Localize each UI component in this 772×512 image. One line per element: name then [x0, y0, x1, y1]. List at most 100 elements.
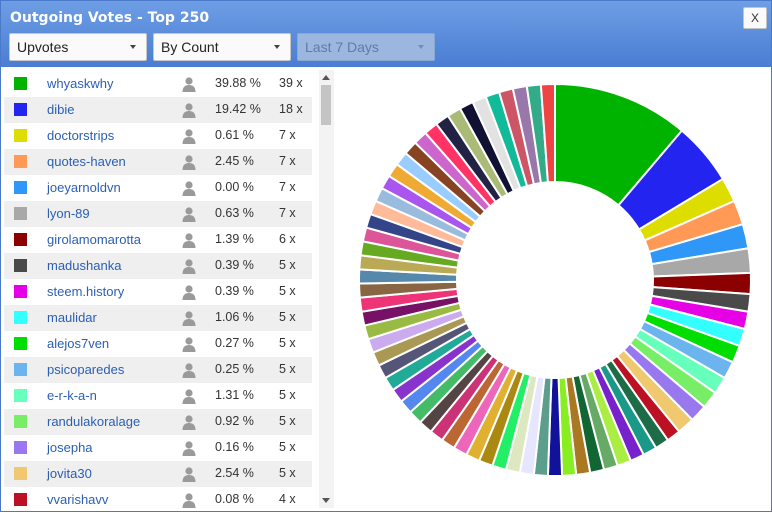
color-swatch	[14, 181, 27, 194]
username-link[interactable]: psicoparedes	[47, 362, 125, 377]
user-icon[interactable]	[181, 206, 197, 222]
scroll-down-arrow-icon[interactable]	[322, 498, 330, 503]
color-swatch	[14, 155, 27, 168]
vote-percent: 19.42 %	[215, 102, 261, 116]
list-item[interactable]: psicoparedes 0.25 % 5 x	[4, 357, 312, 383]
list-item[interactable]: jovita30 2.54 % 5 x	[4, 461, 312, 487]
vote-percent: 1.39 %	[215, 232, 254, 246]
vote-count: 7 x	[279, 128, 296, 142]
username-link[interactable]: jovita30	[47, 466, 92, 481]
color-swatch	[14, 337, 27, 350]
username-link[interactable]: maulidar	[47, 310, 97, 325]
list-item[interactable]: dibie 19.42 % 18 x	[4, 97, 312, 123]
user-icon[interactable]	[181, 466, 197, 482]
vote-percent: 39.88 %	[215, 76, 261, 90]
vote-count: 7 x	[279, 206, 296, 220]
user-icon[interactable]	[181, 76, 197, 92]
user-icon[interactable]	[181, 362, 197, 378]
list-item[interactable]: randulakoralage 0.92 % 5 x	[4, 409, 312, 435]
chevron-down-icon	[418, 45, 424, 49]
color-swatch	[14, 493, 27, 506]
user-icon[interactable]	[181, 232, 197, 248]
vote-percent: 0.39 %	[215, 258, 254, 272]
list-item[interactable]: alejos7ven 0.27 % 5 x	[4, 331, 312, 357]
list-scrollbar[interactable]	[319, 70, 334, 508]
username-link[interactable]: vvarishavv	[47, 492, 109, 507]
vote-percent: 0.39 %	[215, 284, 254, 298]
username-link[interactable]: joeyarnoldvn	[47, 180, 121, 195]
vote-percent: 0.63 %	[215, 206, 254, 220]
donut-slice[interactable]	[539, 82, 556, 184]
metric-value: By Count	[161, 39, 219, 55]
list-item[interactable]: girolamomarotta 1.39 % 6 x	[4, 227, 312, 253]
votes-donut-chart	[358, 82, 752, 477]
vote-percent: 2.54 %	[215, 466, 254, 480]
user-icon[interactable]	[181, 492, 197, 508]
user-icon[interactable]	[181, 336, 197, 352]
user-icon[interactable]	[181, 310, 197, 326]
username-link[interactable]: quotes-haven	[47, 154, 126, 169]
username-link[interactable]: randulakoralage	[47, 414, 141, 429]
color-swatch	[14, 467, 27, 480]
vote-count: 7 x	[279, 154, 296, 168]
color-swatch	[14, 389, 27, 402]
period-select[interactable]: Last 7 Days	[297, 33, 435, 61]
username-link[interactable]: whyaskwhy	[47, 76, 114, 91]
color-swatch	[14, 129, 27, 142]
list-item[interactable]: quotes-haven 2.45 % 7 x	[4, 149, 312, 175]
user-icon[interactable]	[181, 258, 197, 274]
username-link[interactable]: madushanka	[47, 258, 122, 273]
color-swatch	[14, 415, 27, 428]
vote-count: 5 x	[279, 466, 296, 480]
list-item[interactable]: vvarishavv 0.08 % 4 x	[4, 487, 312, 508]
vote-count: 5 x	[279, 336, 296, 350]
close-button[interactable]: X	[743, 7, 767, 29]
user-icon[interactable]	[181, 284, 197, 300]
list-item[interactable]: joeyarnoldvn 0.00 % 7 x	[4, 175, 312, 201]
color-swatch	[14, 77, 27, 90]
color-swatch	[14, 285, 27, 298]
username-link[interactable]: doctorstrips	[47, 128, 115, 143]
color-swatch	[14, 441, 27, 454]
chevron-down-icon	[274, 45, 280, 49]
list-item[interactable]: josepha 0.16 % 5 x	[4, 435, 312, 461]
period-value: Last 7 Days	[305, 39, 379, 55]
list-item[interactable]: doctorstrips 0.61 % 7 x	[4, 123, 312, 149]
vote-count: 18 x	[279, 102, 303, 116]
user-icon[interactable]	[181, 154, 197, 170]
vote-type-select[interactable]: Upvotes	[9, 33, 147, 61]
window-title: Outgoing Votes - Top 250	[10, 10, 210, 26]
user-icon[interactable]	[181, 128, 197, 144]
username-link[interactable]: alejos7ven	[47, 336, 110, 351]
metric-select[interactable]: By Count	[153, 33, 291, 61]
vote-count: 5 x	[279, 414, 296, 428]
vote-type-value: Upvotes	[17, 39, 69, 55]
vote-percent: 0.08 %	[215, 492, 254, 506]
username-link[interactable]: girolamomarotta	[47, 232, 141, 247]
title-bar: Outgoing Votes - Top 250 X Upvotes By Co…	[1, 1, 771, 67]
list-item[interactable]: maulidar 1.06 % 5 x	[4, 305, 312, 331]
user-icon[interactable]	[181, 440, 197, 456]
vote-percent: 0.61 %	[215, 128, 254, 142]
username-link[interactable]: e-r-k-a-n	[47, 388, 97, 403]
chevron-down-icon	[130, 45, 136, 49]
list-item[interactable]: madushanka 0.39 % 5 x	[4, 253, 312, 279]
list-item[interactable]: e-r-k-a-n 1.31 % 5 x	[4, 383, 312, 409]
user-icon[interactable]	[181, 414, 197, 430]
user-icon[interactable]	[181, 388, 197, 404]
list-item[interactable]: lyon-89 0.63 % 7 x	[4, 201, 312, 227]
vote-percent: 1.06 %	[215, 310, 254, 324]
color-swatch	[14, 259, 27, 272]
username-link[interactable]: lyon-89	[47, 206, 90, 221]
vote-count: 4 x	[279, 492, 296, 506]
list-item[interactable]: whyaskwhy 39.88 % 39 x	[4, 71, 312, 97]
scroll-up-arrow-icon[interactable]	[322, 75, 330, 80]
list-item[interactable]: steem.history 0.39 % 5 x	[4, 279, 312, 305]
user-icon[interactable]	[181, 180, 197, 196]
user-icon[interactable]	[181, 102, 197, 118]
username-link[interactable]: dibie	[47, 102, 75, 117]
scrollbar-thumb[interactable]	[321, 85, 331, 125]
vote-percent: 2.45 %	[215, 154, 254, 168]
username-link[interactable]: josepha	[47, 440, 93, 455]
username-link[interactable]: steem.history	[47, 284, 125, 299]
